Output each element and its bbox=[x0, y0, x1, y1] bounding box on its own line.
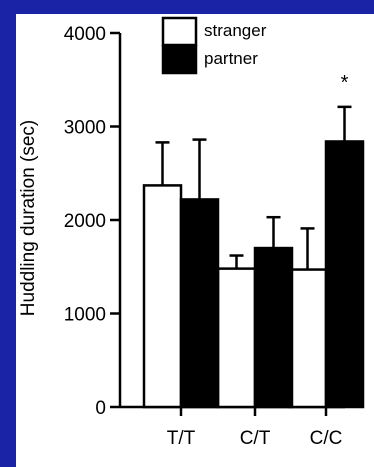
bar-partner-C/T bbox=[253, 246, 294, 409]
y-tick-label: 0 bbox=[95, 398, 106, 419]
legend-label-stranger: stranger bbox=[204, 21, 267, 40]
bar-partner-C/C bbox=[324, 140, 365, 409]
bar-partner-T/T bbox=[179, 198, 220, 409]
y-tick-label: 4000 bbox=[64, 24, 106, 45]
y-tick-labels: 0 1000 2000 3000 4000 bbox=[64, 24, 106, 419]
legend-swatch-partner bbox=[161, 44, 198, 75]
error-bars bbox=[155, 105, 352, 270]
y-tick-label: 1000 bbox=[64, 305, 106, 326]
y-axis-title: Huddling duration (sec) bbox=[18, 120, 39, 316]
bar-stranger-T/T bbox=[142, 184, 183, 409]
bar-stranger-C/C bbox=[287, 268, 328, 409]
y-tick-label: 3000 bbox=[64, 118, 106, 139]
legend-label-partner: partner bbox=[204, 49, 258, 68]
y-tick-label: 2000 bbox=[64, 211, 106, 232]
legend-swatch-stranger bbox=[161, 16, 198, 47]
x-tick-label: T/T bbox=[167, 428, 196, 449]
significance-asterisk: * bbox=[341, 72, 349, 94]
legend: stranger partner bbox=[161, 16, 267, 75]
bars bbox=[142, 140, 365, 409]
x-tick-label: C/C bbox=[310, 428, 343, 449]
x-tick-labels: T/T C/T C/C bbox=[167, 428, 343, 449]
x-tick-label: C/T bbox=[240, 428, 271, 449]
annotations: * bbox=[341, 72, 349, 94]
bar-stranger-C/T bbox=[216, 267, 257, 409]
